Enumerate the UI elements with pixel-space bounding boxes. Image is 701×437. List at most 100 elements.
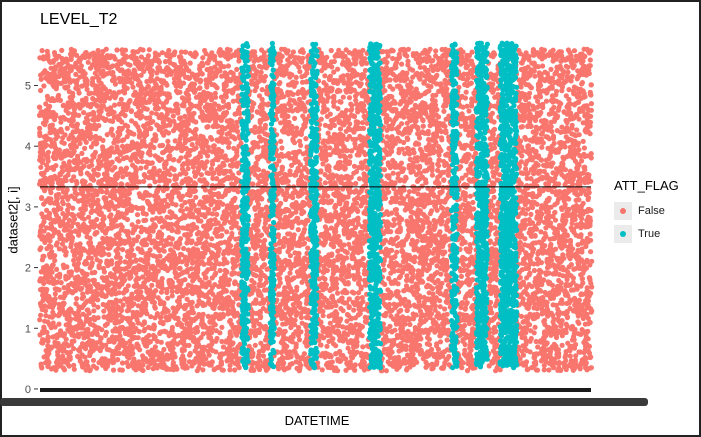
- point-false: [224, 269, 230, 275]
- point-false: [116, 350, 122, 357]
- point-false: [220, 201, 226, 207]
- point-false: [112, 102, 118, 108]
- point-false: [215, 204, 221, 211]
- point-false: [218, 359, 224, 365]
- point-false: [285, 178, 291, 184]
- point-false: [88, 255, 94, 261]
- point-false: [39, 195, 45, 201]
- point-false: [95, 116, 101, 122]
- point-false: [227, 367, 233, 373]
- point-false: [39, 48, 45, 54]
- point-false: [147, 183, 153, 189]
- point-false: [43, 313, 49, 319]
- point-false: [83, 156, 90, 162]
- point-false: [187, 329, 194, 335]
- point-false: [71, 366, 77, 372]
- point-false: [72, 139, 78, 145]
- point-false: [101, 250, 107, 257]
- point-false: [80, 322, 86, 328]
- point-false: [164, 82, 170, 88]
- point-false: [52, 227, 58, 233]
- point-false: [186, 152, 192, 158]
- point-false: [172, 49, 178, 55]
- point-false: [193, 145, 199, 151]
- point-false: [143, 217, 149, 223]
- point-false: [251, 49, 257, 55]
- point-false: [89, 208, 95, 214]
- point-false: [61, 285, 67, 291]
- point-false: [189, 238, 195, 244]
- point-false: [65, 196, 71, 202]
- point-false: [198, 218, 204, 224]
- point-false: [203, 239, 209, 246]
- point-false: [276, 158, 282, 164]
- point-false: [87, 235, 93, 241]
- point-false: [108, 212, 114, 218]
- point-false: [59, 47, 65, 54]
- point-false: [128, 247, 134, 253]
- point-false: [226, 140, 232, 146]
- legend-item-false: False: [614, 199, 679, 222]
- point-false: [122, 90, 128, 96]
- point-false: [182, 199, 188, 206]
- point-false: [117, 259, 123, 265]
- point-false: [77, 241, 83, 247]
- point-false: [258, 314, 264, 320]
- point-false: [90, 347, 96, 353]
- point-false: [37, 125, 43, 131]
- point-false: [193, 119, 199, 125]
- point-false: [103, 195, 109, 201]
- point-false: [38, 76, 44, 82]
- point-false: [54, 240, 60, 246]
- point-false: [53, 83, 60, 90]
- point-false: [53, 155, 59, 162]
- point-false: [86, 197, 92, 203]
- point-false: [159, 231, 165, 237]
- point-false: [127, 62, 133, 68]
- point-false: [94, 216, 100, 223]
- point-false: [166, 91, 172, 97]
- point-false: [130, 84, 136, 90]
- point-false: [97, 258, 103, 265]
- point-false: [65, 110, 71, 116]
- point-false: [284, 343, 290, 349]
- point-false: [209, 236, 215, 242]
- point-false: [75, 260, 82, 266]
- point-false: [165, 138, 171, 144]
- point-false: [212, 262, 218, 268]
- point-false: [285, 113, 291, 119]
- point-false: [219, 324, 225, 330]
- point-false: [61, 140, 67, 146]
- point-false: [62, 132, 68, 138]
- point-false: [192, 188, 198, 194]
- point-false: [89, 244, 95, 251]
- point-false: [163, 161, 169, 167]
- point-false: [202, 187, 208, 193]
- point-false: [72, 111, 78, 117]
- point-false: [138, 165, 144, 171]
- point-false: [48, 244, 54, 250]
- point-false: [206, 352, 212, 358]
- point-false: [87, 316, 93, 323]
- point-false: [47, 238, 53, 244]
- point-false: [236, 365, 242, 371]
- point-false: [133, 167, 139, 173]
- point-false: [133, 174, 139, 180]
- point-false: [56, 321, 62, 327]
- point-false: [165, 295, 171, 301]
- point-false: [45, 149, 52, 155]
- point-false: [220, 183, 226, 189]
- point-false: [151, 322, 157, 328]
- point-false: [187, 60, 193, 66]
- point-false: [95, 197, 101, 203]
- point-false: [140, 367, 146, 374]
- point-false: [200, 331, 206, 337]
- point-false: [147, 152, 153, 158]
- point-false: [38, 245, 44, 251]
- point-false: [68, 342, 74, 348]
- point-false: [50, 262, 56, 268]
- point-false: [106, 153, 112, 159]
- point-false: [49, 122, 56, 128]
- point-false: [259, 196, 265, 202]
- point-false: [219, 226, 225, 232]
